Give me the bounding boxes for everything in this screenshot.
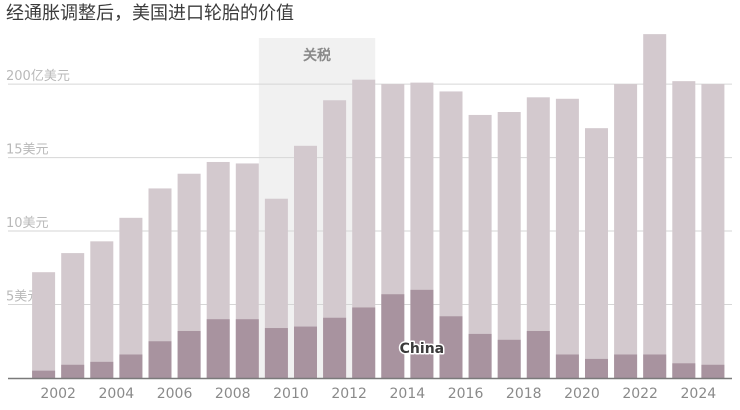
china-bar <box>177 330 201 378</box>
china-bar <box>294 326 317 378</box>
china-bar <box>497 339 521 378</box>
total-bar <box>439 91 463 378</box>
total-bar <box>701 84 725 378</box>
china-bar <box>206 319 230 378</box>
y-tick-label: 200亿美元 <box>6 69 70 84</box>
china-bar <box>61 364 85 378</box>
total-bar <box>497 112 521 378</box>
total-bar <box>148 188 172 378</box>
total-bar <box>643 34 667 379</box>
total-bar <box>352 79 376 379</box>
china-bar <box>235 319 259 378</box>
china-bar <box>323 317 347 378</box>
china-bar <box>352 307 376 378</box>
x-tick-label: 2010 <box>273 386 309 402</box>
china-bar <box>439 316 463 378</box>
labels-group: 关税 China <box>303 47 446 359</box>
china-bar <box>585 358 608 378</box>
bars-group <box>32 34 725 379</box>
china-bar <box>410 289 434 378</box>
china-bar <box>555 354 579 378</box>
china-bar <box>643 354 667 378</box>
tariff-label: 关税 <box>303 47 331 64</box>
total-bar <box>614 84 638 378</box>
x-tick-label: 2004 <box>99 386 135 402</box>
total-bar <box>526 97 550 378</box>
x-tick-label: 2008 <box>215 386 251 402</box>
x-tick-label: 2022 <box>622 386 658 402</box>
x-axis: 2002 2004 2006 2008 2010 2012 2014 2016 2018 2020… <box>8 377 732 402</box>
total-bar <box>323 100 347 379</box>
total-bar <box>32 272 56 378</box>
china-bar <box>32 370 56 378</box>
x-tick-label: 2006 <box>157 386 193 402</box>
china-bar <box>381 294 405 378</box>
y-tick-label: 10美元 <box>6 216 49 231</box>
china-bar <box>90 361 114 378</box>
chart-title: 经通胀调整后，美国进口轮胎的价值 <box>6 3 294 24</box>
x-tick-label: 2024 <box>681 386 717 402</box>
china-bar <box>148 341 172 378</box>
total-bar <box>555 98 579 379</box>
china-bar <box>119 354 143 378</box>
china-bar <box>701 364 725 378</box>
china-bar <box>672 363 696 378</box>
china-bar <box>264 328 288 378</box>
total-bar <box>119 217 143 378</box>
x-tick-label: 2016 <box>448 386 484 402</box>
china-bar <box>526 330 550 378</box>
total-bar <box>468 114 492 379</box>
total-bar <box>672 81 696 378</box>
china-bar <box>614 354 638 378</box>
total-bar <box>585 128 608 378</box>
total-bar <box>294 145 317 378</box>
x-tick-label: 2002 <box>40 386 76 402</box>
x-tick-label: 2018 <box>506 386 542 402</box>
total-bar <box>61 253 85 378</box>
y-tick-label: 15美元 <box>6 143 49 158</box>
total-bar <box>177 173 201 378</box>
china-series-label: China <box>400 341 444 357</box>
x-tick-label: 2014 <box>390 386 426 402</box>
x-tick-label: 2012 <box>331 386 367 402</box>
x-tick-label: 2020 <box>564 386 600 402</box>
china-bar <box>468 333 492 378</box>
y-tick-label: 5美元 <box>6 290 40 305</box>
total-bar <box>90 241 114 378</box>
